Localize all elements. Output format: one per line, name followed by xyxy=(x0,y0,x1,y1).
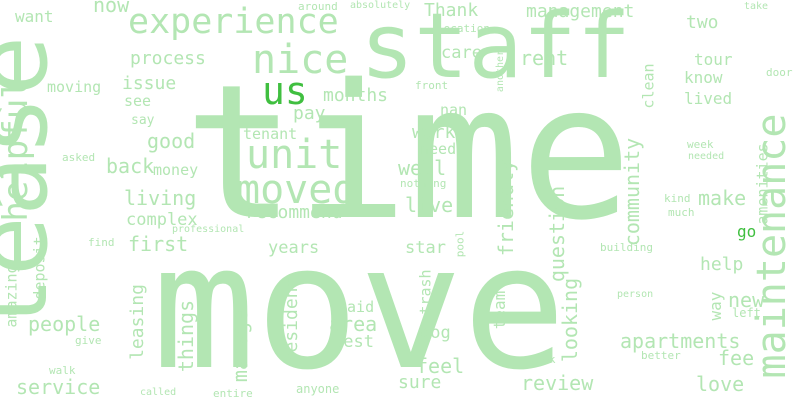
word-pool: pool xyxy=(453,230,467,258)
word-another: another xyxy=(495,49,506,93)
word-lived: lived xyxy=(684,89,733,108)
word-tour: tour xyxy=(694,50,733,69)
word-care: care xyxy=(441,43,482,63)
word-thank: Thank xyxy=(424,0,479,21)
word-now: now xyxy=(93,0,130,17)
word-anyone: anyone xyxy=(296,382,340,396)
word-recommend: recommend xyxy=(245,202,343,223)
word-amenities: amenities xyxy=(753,143,772,225)
word-live: live xyxy=(405,193,454,217)
word-fee: fee xyxy=(718,346,755,370)
word-move: move xyxy=(152,207,567,400)
word-walk: walk xyxy=(49,364,76,377)
word-called: called xyxy=(140,387,177,398)
word-need: need xyxy=(420,140,457,158)
word-time: time xyxy=(184,44,632,261)
word-find: find xyxy=(88,236,115,249)
word-professional: professional xyxy=(172,224,245,235)
word-area: area xyxy=(329,312,378,336)
word-first: first xyxy=(128,232,189,256)
word-dog: dog xyxy=(420,323,451,343)
word-nice: nice xyxy=(252,37,349,83)
word-years: years xyxy=(268,238,320,258)
word-see: see xyxy=(124,92,152,110)
word-trash: trash xyxy=(416,269,435,315)
word-building: building xyxy=(600,241,653,254)
word-take: take xyxy=(744,1,769,12)
word-star: star xyxy=(405,238,446,258)
word-service: service xyxy=(16,375,101,399)
word-go: go xyxy=(737,222,757,241)
word-community: community xyxy=(620,137,644,247)
word-location: location xyxy=(437,22,490,35)
word-resident: resident xyxy=(281,276,302,364)
word-apartments: apartments xyxy=(620,329,741,353)
word-help: help xyxy=(700,254,744,275)
word-months: months xyxy=(323,85,389,106)
word-say: say xyxy=(131,113,155,128)
word-process: process xyxy=(130,48,206,69)
word-issue: issue xyxy=(122,73,177,94)
word-much: much xyxy=(668,206,695,219)
word-amazing: amazing xyxy=(2,264,21,328)
word-things: things xyxy=(174,299,198,373)
word-people: people xyxy=(28,312,101,336)
word-nan: nan xyxy=(440,101,468,119)
word-person: person xyxy=(617,289,654,300)
word-living: living xyxy=(124,186,197,210)
word-review: review xyxy=(521,371,594,395)
word-us: us xyxy=(262,69,308,113)
word-leasing: leasing xyxy=(127,284,148,360)
word-front: front xyxy=(415,79,449,92)
word-complex: complex xyxy=(126,210,198,230)
word-management: management xyxy=(526,1,635,22)
word-back: back xyxy=(106,154,155,178)
word-asked: asked xyxy=(62,151,96,164)
word-friendly: friendly xyxy=(494,159,518,257)
word-give: give xyxy=(75,334,102,347)
word-love: love xyxy=(696,372,745,396)
word-two: two xyxy=(686,12,719,33)
word-said: said xyxy=(338,298,375,316)
word-way: way xyxy=(706,291,725,321)
word-needed: needed xyxy=(688,151,725,162)
word-kind: kind xyxy=(664,192,691,205)
word-money: money xyxy=(153,161,199,179)
word-manager: manager xyxy=(228,297,252,383)
word-absolutely: absolutely xyxy=(350,0,411,11)
word-looking: looking xyxy=(558,277,582,363)
word-deposit: deposit xyxy=(30,236,49,300)
word-left: left xyxy=(732,306,761,320)
word-around: around xyxy=(298,0,338,13)
word-staff: staff xyxy=(360,0,631,99)
word-best: best xyxy=(333,332,374,352)
word-helpful: helpful xyxy=(0,78,36,222)
word-pay: pay xyxy=(293,103,326,124)
word-feel: feel xyxy=(416,354,465,378)
word-make: make xyxy=(698,186,747,210)
word-sure: sure xyxy=(398,372,442,393)
word-question: question xyxy=(545,185,569,283)
word-clean: clean xyxy=(639,63,658,109)
word-well: well xyxy=(398,156,447,180)
word-took: took xyxy=(529,353,556,366)
word-know: know xyxy=(684,68,723,87)
word-moved: moved xyxy=(236,167,357,213)
word-nothing: nothing xyxy=(400,177,447,190)
word-better: better xyxy=(641,349,681,362)
word-work: work xyxy=(412,122,456,143)
word-entire: entire xyxy=(213,387,253,400)
word-tenant: tenant xyxy=(243,125,298,143)
word-experience: experience xyxy=(128,2,339,42)
word-rent: rent xyxy=(520,46,569,70)
word-new: new xyxy=(728,288,765,312)
word-week: week xyxy=(687,138,714,151)
word-door: door xyxy=(766,66,793,79)
word-want: want xyxy=(15,7,54,26)
word-moving: moving xyxy=(47,78,102,96)
word-good: good xyxy=(147,129,196,153)
word-unit: unit xyxy=(246,132,343,178)
word-team: team xyxy=(490,290,509,330)
